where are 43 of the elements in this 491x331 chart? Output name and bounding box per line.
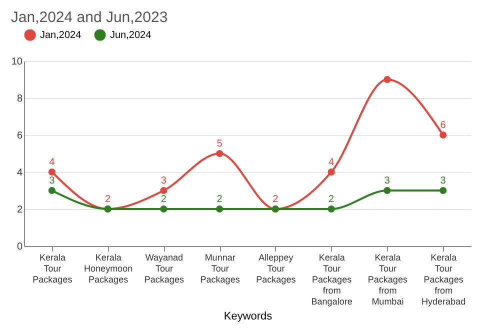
data-label: 4 xyxy=(328,157,335,168)
x-tick-label: Kerala Tour Packages xyxy=(32,252,73,284)
point xyxy=(216,205,224,213)
x-tick-label: Kerala Tour Packages from Bangalore xyxy=(311,252,352,306)
data-label: 2 xyxy=(216,194,223,205)
point xyxy=(48,168,56,176)
data-label: 3 xyxy=(49,176,56,186)
legend-label: Jan,2024 xyxy=(40,30,82,41)
point xyxy=(328,168,335,176)
point xyxy=(384,186,391,194)
chart-title: Jan,2024 and Jun,2023 xyxy=(10,9,168,26)
y-tick-label: 10 xyxy=(11,56,23,68)
x-tick-label: Kerala Tour Packages from Hyderabad xyxy=(422,252,466,306)
data-label: 5 xyxy=(216,138,223,150)
y-tick-label: 4 xyxy=(16,168,23,178)
point xyxy=(328,205,335,213)
y-tick-label: 2 xyxy=(16,204,23,216)
data-label: 2 xyxy=(160,194,167,205)
point xyxy=(440,131,447,139)
x-tick-label: Alleppey Tour Packages xyxy=(256,252,296,284)
data-label: 2 xyxy=(105,194,112,205)
point xyxy=(48,186,56,194)
x-tick-label: Kerala Tour Packages from Mumbai xyxy=(368,252,408,306)
data-label: 2 xyxy=(328,194,335,205)
data-label: 3 xyxy=(440,176,446,186)
y-tick-label: 0 xyxy=(16,242,23,252)
legend-label: Jun,2024 xyxy=(110,30,152,41)
x-tick-label: Munnar Tour Packages xyxy=(200,252,240,284)
x-tick-label: Wayanad Tour Packages xyxy=(144,252,184,284)
point xyxy=(440,186,447,194)
data-label: 6 xyxy=(440,120,446,131)
data-label: 3 xyxy=(384,176,390,186)
point xyxy=(384,76,391,84)
data-label: 3 xyxy=(160,176,167,186)
y-tick-label: 8 xyxy=(16,94,23,104)
point xyxy=(216,150,224,158)
x-axis-title: Keywords xyxy=(224,310,273,322)
data-label: 4 xyxy=(49,157,56,168)
point xyxy=(160,186,168,194)
data-label: 2 xyxy=(272,194,279,205)
x-tick-label: Kerala Honeymoon Packages xyxy=(84,252,133,284)
y-tick-label: 6 xyxy=(16,130,23,142)
point xyxy=(160,205,168,213)
